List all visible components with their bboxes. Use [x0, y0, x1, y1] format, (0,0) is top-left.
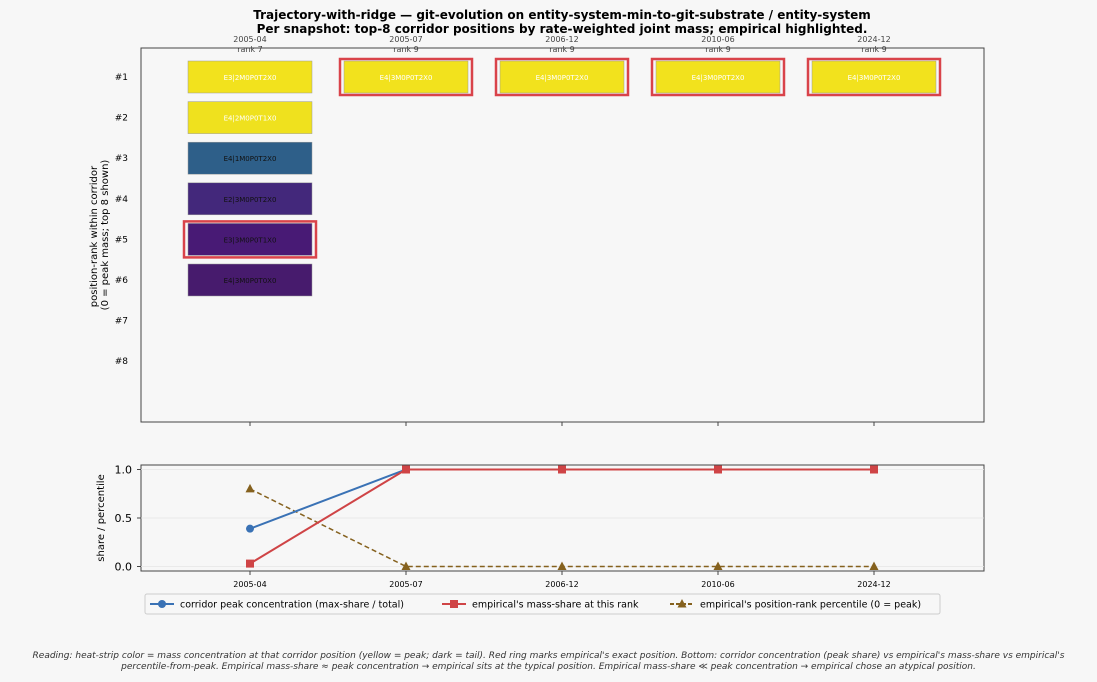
line-x-tick-label: 2005-07 [389, 580, 422, 589]
empirical-ring [806, 57, 942, 97]
series-point [714, 465, 722, 474]
heat-cell [187, 60, 313, 94]
heat-cell-label: E4|1M0P0T2X0 [224, 155, 277, 163]
empirical-ring [494, 57, 630, 97]
heat-cell-label: E4|3M0P0T0X0 [224, 277, 277, 285]
legend-entry-label: corridor peak concentration (max-share /… [180, 600, 404, 611]
snapshot-rank-label: rank 9 [705, 45, 731, 54]
legend-box [144, 593, 941, 615]
series-point [246, 559, 254, 568]
empirical-ring [338, 57, 474, 97]
snapshot-date-label: 2005-07 [389, 35, 422, 44]
rank-tick-label: #8 [115, 357, 129, 367]
rank-tick-label: #2 [115, 114, 128, 124]
heat-cell-label: E3|3M0P0T1X0 [224, 236, 277, 244]
rank-tick-label: #7 [115, 317, 128, 327]
rank-tick-label: #4 [115, 195, 129, 205]
heat-cell [187, 182, 313, 216]
snapshot-date-label: 2005-04 [233, 35, 266, 44]
heat-cell-label: E4|2M0P0T1X0 [224, 115, 277, 123]
series-point [558, 465, 566, 474]
heat-cell [343, 60, 469, 94]
line-x-tick-label: 2006-12 [545, 580, 578, 589]
chart-title-line1: Trajectory-with-ridge — git-evolution on… [253, 8, 871, 22]
reading-caption: Reading: heat-strip color = mass concent… [0, 651, 1097, 673]
line-y-tick-label: 0.0 [115, 561, 133, 574]
snapshot-rank-label: rank 7 [237, 45, 263, 54]
snapshot-rank-label: rank 9 [393, 45, 419, 54]
legend-entry-label: empirical's position-rank percentile (0 … [700, 600, 921, 611]
heat-cell [811, 60, 937, 94]
series-point [246, 524, 254, 533]
legend-swatch-marker [158, 600, 166, 608]
legend: corridor peak concentration (max-share /… [144, 593, 941, 615]
rank-tick-label: #5 [115, 235, 128, 245]
heat-cell [187, 101, 313, 134]
snapshot-rank-label: rank 9 [549, 45, 575, 54]
series-point [402, 465, 410, 474]
line-y-axis-label: share / percentile [96, 474, 107, 561]
line-x-tick-label: 2010-06 [701, 580, 734, 589]
line-y-tick-label: 1.0 [115, 464, 133, 477]
heat-cell [187, 223, 313, 256]
snapshot-rank-label: rank 9 [861, 45, 887, 54]
rank-tick-label: #6 [115, 276, 129, 286]
heat-cell-label: E4|3M0P0T2X0 [848, 74, 901, 82]
line-y-tick-label: 0.5 [115, 512, 133, 525]
line-x-tick-label: 2024-12 [857, 580, 890, 589]
caption-line2: percentile-from-peak. Empirical mass-sha… [121, 662, 976, 672]
empirical-ring [650, 57, 786, 97]
series-point [245, 483, 255, 493]
series-point [869, 561, 879, 570]
heatmap-y-axis-label: position-rank within corridor (0 = peak … [89, 160, 111, 311]
legend-swatch-marker [450, 600, 458, 608]
heat-cell [187, 141, 313, 175]
legend-entry-label: empirical's mass-share at this rank [472, 600, 639, 611]
series-point [713, 561, 723, 570]
series-point [401, 561, 411, 570]
heat-cell-label: E4|3M0P0T2X0 [380, 74, 433, 82]
series-point [870, 465, 878, 474]
heat-cell-label: E4|3M0P0T2X0 [536, 74, 589, 82]
snapshot-date-label: 2006-12 [545, 35, 578, 44]
chart-title-line2: Per snapshot: top-8 corridor positions b… [257, 22, 868, 36]
heat-cell [187, 263, 313, 297]
caption-line1: Reading: heat-strip color = mass concent… [32, 651, 1065, 661]
heat-cell-label: E4|3M0P0T2X0 [692, 74, 745, 82]
empirical-ring [182, 220, 318, 259]
snapshot-date-label: 2024-12 [857, 35, 890, 44]
line-x-tick-label: 2005-04 [233, 580, 266, 589]
heat-cell [655, 60, 781, 94]
line-panel: share / percentile 0.0 0.5 1.0 2005-04 2005-… [96, 464, 985, 589]
legend-swatch-marker [677, 599, 687, 608]
heat-cell [499, 60, 625, 94]
heat-cell-label: E3|2M0P0T2X0 [224, 74, 277, 82]
heat-cell-label: E2|3M0P0T2X0 [224, 196, 277, 204]
series-point [557, 561, 567, 570]
rank-tick-label: #3 [115, 154, 128, 164]
snapshot-date-label: 2010-06 [701, 35, 734, 44]
heatmap-panel: position-rank within corridor (0 = peak … [89, 35, 985, 426]
rank-tick-label: #1 [115, 73, 128, 83]
